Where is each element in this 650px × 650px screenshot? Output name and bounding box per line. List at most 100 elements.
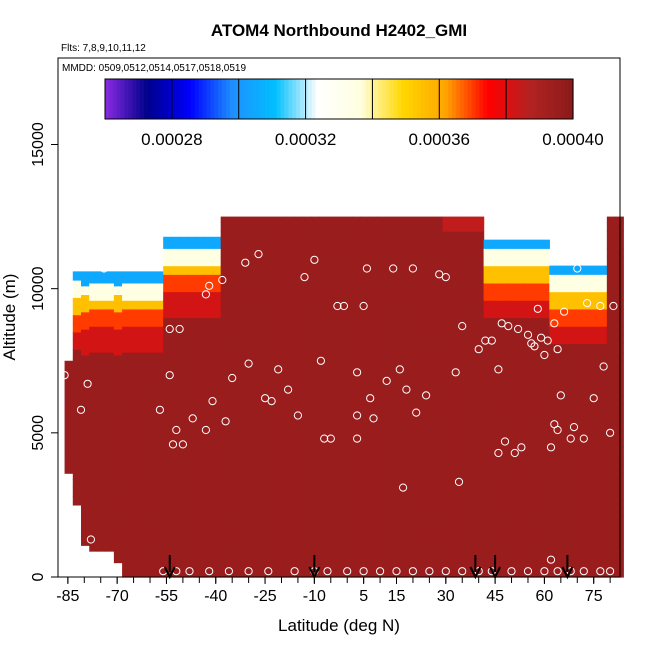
heatmap-cell [146, 360, 156, 370]
heatmap-cell [212, 447, 222, 457]
heatmap-cell [409, 378, 419, 388]
heatmap-cell [294, 248, 304, 258]
heatmap-cell [130, 551, 140, 561]
heatmap-cell [97, 429, 107, 440]
heatmap-cell [426, 282, 435, 293]
heatmap-cell [582, 265, 592, 275]
sample-point [333, 301, 342, 311]
heatmap-cell [442, 412, 452, 422]
heatmap-cell [541, 395, 550, 405]
sample-point [274, 365, 283, 374]
sample-point [369, 414, 378, 423]
heatmap-cell [105, 429, 115, 440]
heatmap-cell [220, 352, 230, 362]
heatmap-cell [500, 525, 509, 535]
heatmap-cell [105, 274, 115, 284]
heatmap-cell [319, 516, 329, 526]
heatmap-cell [105, 481, 115, 492]
heatmap-cell [500, 265, 509, 275]
heatmap-cell [500, 378, 509, 388]
heatmap-cell [171, 412, 181, 422]
colorbar-swatch [565, 79, 570, 119]
colorbar-swatch [417, 79, 422, 119]
heatmap-cell [500, 282, 509, 293]
heatmap-cell [286, 438, 296, 448]
heatmap-cell [228, 395, 238, 405]
heatmap-cell [467, 559, 476, 569]
heatmap-cell [393, 256, 403, 267]
heatmap-cell [475, 551, 485, 561]
heatmap-cell [376, 256, 386, 267]
heatmap-cell [442, 404, 452, 414]
heatmap-cell [311, 507, 320, 518]
heatmap-cell [269, 274, 279, 284]
heatmap-cell [483, 516, 493, 526]
heatmap-cell [606, 386, 616, 396]
sample-point [362, 264, 371, 273]
colorbar-swatch [487, 79, 492, 119]
heatmap-cell [426, 360, 435, 370]
heatmap-cell [417, 516, 427, 526]
heatmap-cell [294, 239, 304, 249]
heatmap-cell [343, 429, 353, 440]
heatmap-cell [516, 352, 526, 362]
heatmap-cell [385, 308, 394, 319]
heatmap-cell [122, 274, 131, 284]
heatmap-cell [557, 386, 567, 396]
heatmap-cell [426, 551, 435, 561]
heatmap-cell [393, 291, 403, 301]
heatmap-cell [557, 421, 567, 431]
heatmap-cell [409, 568, 419, 578]
heatmap-cell [393, 429, 403, 440]
heatmap-cell [376, 421, 386, 431]
heatmap-cell [360, 282, 370, 293]
heatmap-cell [615, 326, 624, 336]
heatmap-cell [89, 291, 99, 301]
colorbar-swatch [479, 79, 484, 119]
heatmap-cell [302, 525, 312, 535]
heatmap-cell [368, 447, 378, 457]
sample-point [175, 324, 184, 334]
heatmap-cell [302, 421, 312, 431]
heatmap-cell [64, 438, 74, 448]
heatmap-cell [105, 291, 115, 301]
heatmap-cell [385, 507, 394, 518]
heatmap-cell [196, 473, 205, 483]
heatmap-cell [475, 274, 485, 284]
heatmap-cell [319, 404, 329, 414]
heatmap-cell [220, 300, 230, 310]
heatmap-cell [302, 507, 312, 518]
heatmap-cell [467, 308, 476, 319]
heatmap-cell [130, 326, 140, 336]
heatmap-cell [582, 300, 592, 310]
heatmap-cell [615, 300, 624, 310]
heatmap-cell [450, 525, 460, 535]
heatmap-cell [335, 256, 345, 267]
heatmap-cell [368, 239, 378, 249]
colorbar-swatch [381, 79, 387, 119]
heatmap-cell [385, 499, 394, 509]
colorbar-swatch [510, 79, 516, 119]
heatmap-cell [368, 525, 378, 535]
heatmap-cell [615, 404, 624, 414]
heatmap-cell [565, 464, 575, 474]
heatmap-cell [573, 300, 583, 310]
heatmap-cell [220, 559, 230, 569]
heatmap-cell [508, 533, 518, 543]
heatmap-cell [261, 481, 271, 492]
heatmap-cell [286, 525, 296, 535]
heatmap-cell [130, 429, 140, 440]
heatmap-cell [417, 533, 427, 543]
heatmap-cell [442, 274, 452, 284]
heatmap-cell [286, 395, 296, 405]
heatmap-cell [130, 300, 140, 310]
heatmap-cell [335, 421, 345, 431]
heatmap-cell [179, 239, 189, 249]
heatmap-cell [467, 421, 476, 431]
heatmap-cell [565, 317, 575, 327]
heatmap-cell [360, 352, 370, 362]
heatmap-cell [516, 464, 526, 474]
heatmap-cell [376, 239, 386, 249]
heatmap-cell [442, 300, 452, 310]
heatmap-cell [549, 490, 559, 500]
